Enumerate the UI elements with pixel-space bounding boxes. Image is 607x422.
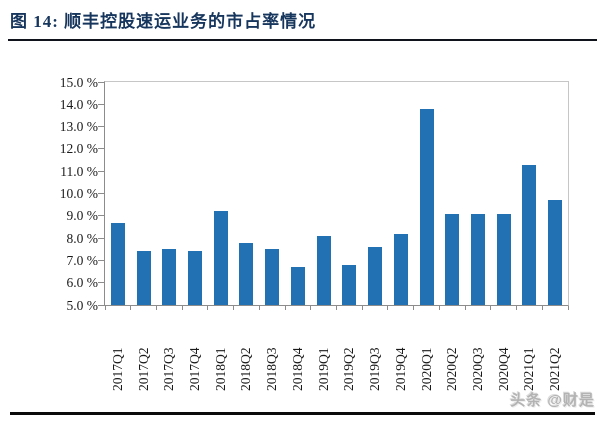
x-axis-label-2020Q2: 2020Q2 — [444, 347, 460, 392]
x-axis-tick — [233, 306, 235, 310]
x-axis-label-2020Q1: 2020Q1 — [418, 347, 434, 392]
bar-2018Q3 — [265, 249, 280, 305]
bar-2021Q2 — [548, 200, 563, 305]
y-axis-tick — [98, 126, 104, 128]
figure-label: 图 14: — [10, 12, 59, 31]
figure-title-text: 顺丰控股速运业务的市占率情况 — [64, 12, 317, 31]
y-axis-tick-label: 8.0 % — [66, 230, 99, 246]
y-axis-tick-label: 10.0 % — [59, 186, 98, 201]
bar-2017Q3 — [162, 249, 177, 305]
x-axis-tick — [361, 306, 363, 310]
bar-2020Q4 — [496, 213, 511, 305]
bar-chart-plot-area: 5.0 % 6.0 % 7.0 % 8.0 % 9.0 % 10.0 % 11.0 % 12.… — [60, 75, 569, 391]
y-axis-tick-label: 11.0 % — [60, 163, 98, 179]
y-axis-tick — [98, 103, 104, 105]
x-axis-label-2019Q1: 2019Q1 — [315, 347, 331, 392]
x-axis-label-2019Q4: 2019Q4 — [392, 347, 408, 392]
y-axis-tick-label: 13.0 % — [59, 119, 98, 135]
y-axis-tick — [98, 282, 104, 284]
x-axis-tick — [387, 306, 389, 310]
x-axis-label-2018Q2: 2018Q2 — [238, 347, 254, 392]
x-axis-tick — [181, 306, 183, 310]
x-axis-tick — [207, 306, 209, 310]
y-axis-tick-label: 7.0 % — [66, 252, 99, 268]
figure-title: 图 14: 顺丰控股速运业务的市占率情况 — [10, 7, 600, 32]
x-axis-label-2017Q2: 2017Q2 — [135, 347, 151, 392]
x-axis-label-2021Q1: 2021Q1 — [521, 347, 537, 392]
y-axis-tick — [98, 170, 104, 172]
y-axis-tick — [98, 237, 104, 239]
y-axis-tick-label: 14.0 % — [59, 96, 98, 112]
x-axis-label-2017Q1: 2017Q1 — [109, 347, 125, 392]
x-axis-tick — [516, 306, 518, 310]
y-axis-tick — [98, 81, 104, 83]
y-axis-tick-label: 15.0 % — [59, 74, 98, 90]
bar-2017Q1 — [110, 222, 125, 305]
y-axis-tick-label: 5.0 % — [66, 297, 99, 313]
x-axis-label-2021Q2: 2021Q2 — [547, 347, 563, 392]
y-axis-tick — [98, 193, 104, 194]
x-axis-label-2018Q1: 2018Q1 — [212, 347, 228, 392]
bottom-divider — [10, 412, 595, 415]
title-underline — [8, 39, 597, 41]
x-axis-label-2019Q2: 2019Q2 — [341, 347, 357, 392]
x-axis-label-2019Q3: 2019Q3 — [367, 347, 383, 392]
bar-2017Q2 — [136, 251, 151, 305]
bar-2020Q3 — [470, 213, 485, 305]
y-axis-tick — [98, 215, 104, 217]
x-axis-tick — [413, 306, 415, 310]
x-axis-tick — [464, 306, 466, 310]
x-axis-tick — [567, 306, 569, 310]
watermark: 头条 @财是 — [510, 392, 595, 409]
x-axis-label-2018Q4: 2018Q4 — [289, 347, 305, 392]
bar-2018Q1 — [213, 211, 228, 305]
x-axis-label-2017Q3: 2017Q3 — [161, 347, 177, 392]
x-axis-tick — [284, 306, 286, 310]
x-axis-tick — [130, 306, 132, 310]
y-axis-tick — [98, 259, 104, 261]
x-axis-tick — [104, 306, 106, 310]
y-axis-tick-label: 12.0 % — [59, 141, 98, 157]
bar-2017Q4 — [188, 251, 203, 305]
x-axis-tick — [310, 306, 312, 310]
bar-2020Q1 — [419, 108, 434, 305]
x-axis-label-2018Q3: 2018Q3 — [264, 347, 280, 392]
x-axis-label-2020Q4: 2020Q4 — [495, 347, 511, 392]
x-axis-tick — [258, 306, 260, 310]
bar-2021Q1 — [522, 164, 537, 305]
x-axis-tick — [155, 306, 157, 310]
y-axis-tick — [98, 148, 104, 150]
x-axis-tick — [541, 306, 543, 310]
x-axis-label-2017Q4: 2017Q4 — [187, 347, 203, 392]
bar-2019Q4 — [393, 233, 408, 305]
bar-2019Q3 — [368, 247, 383, 305]
x-axis-tick — [438, 306, 440, 310]
y-axis-tick-label: 6.0 % — [66, 275, 99, 291]
bar-2018Q4 — [290, 267, 305, 305]
bar-2018Q2 — [239, 242, 254, 305]
x-axis-label-2020Q3: 2020Q3 — [469, 347, 485, 392]
y-axis-tick-label: 9.0 % — [66, 208, 99, 224]
x-axis-tick — [490, 306, 492, 310]
bar-2019Q2 — [342, 264, 357, 305]
x-axis-tick — [336, 306, 337, 310]
bar-2020Q2 — [445, 213, 460, 305]
y-axis-tick — [98, 304, 104, 306]
bar-2019Q1 — [316, 235, 331, 305]
